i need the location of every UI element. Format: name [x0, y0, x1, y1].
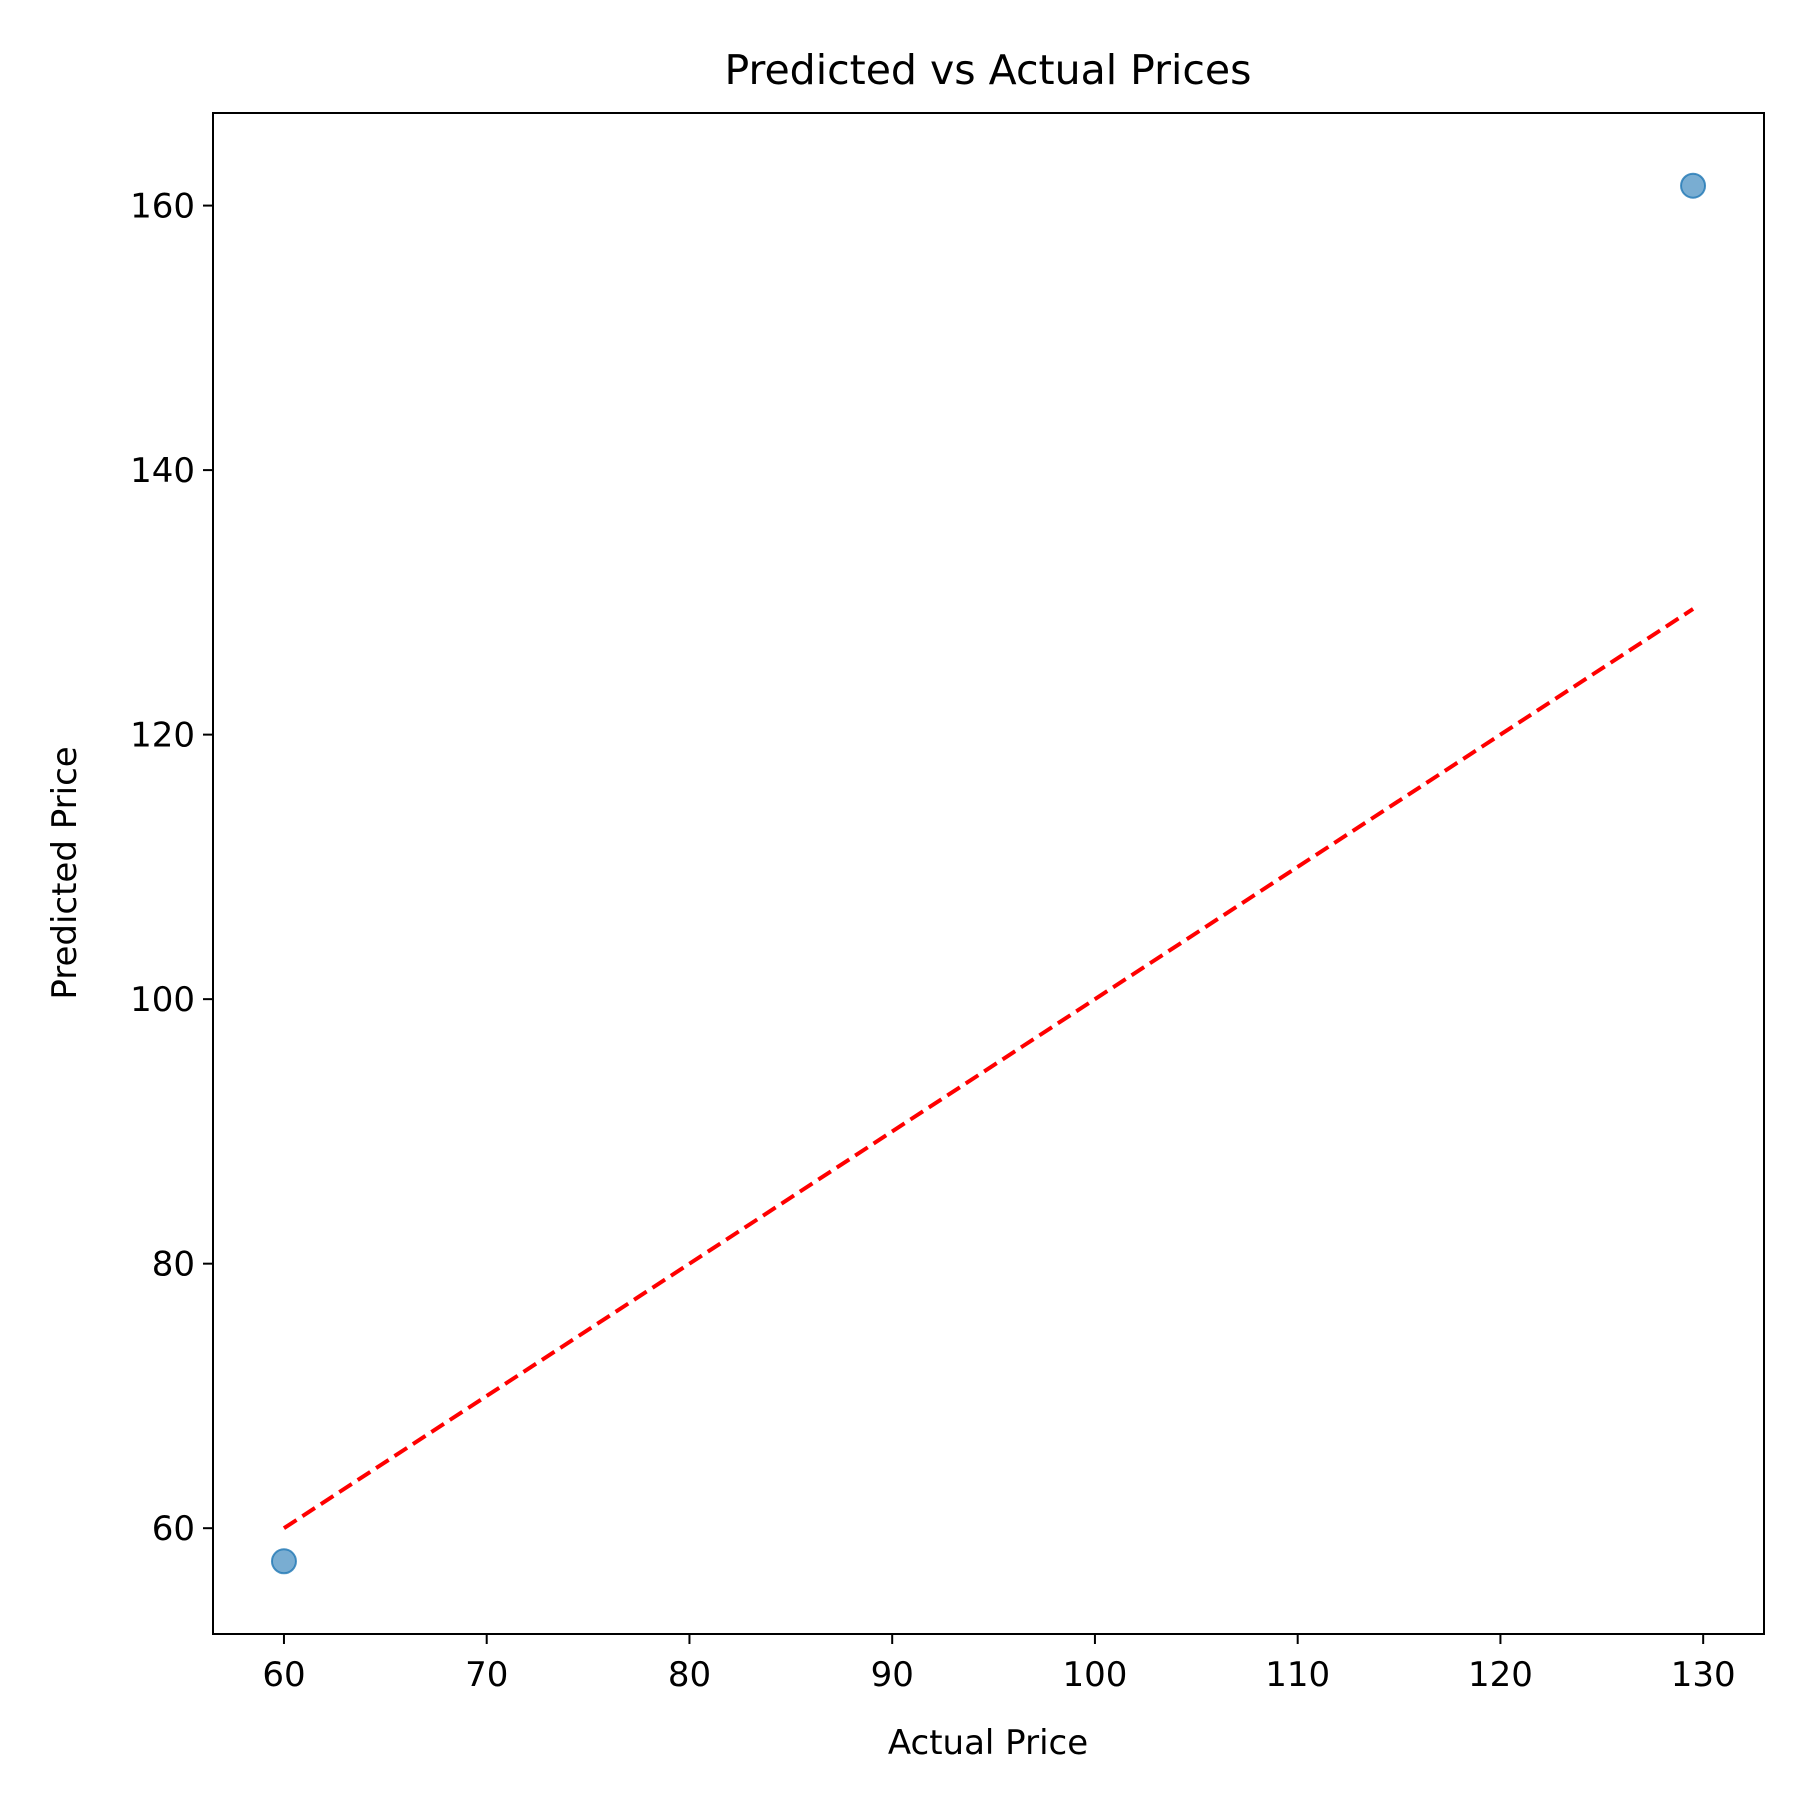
- reference-line-group: [282, 607, 1695, 1530]
- y-tick-label: 80: [152, 1245, 195, 1285]
- x-tick-label: 100: [1062, 1655, 1127, 1695]
- y-tick-label: 60: [152, 1509, 195, 1549]
- scatter-point: [270, 1548, 297, 1575]
- plot-area: [213, 113, 1764, 1634]
- x-axis-ticks: 60 70 80 90 100 110 120 130: [262, 1634, 1736, 1695]
- x-tick-label: 70: [465, 1655, 508, 1695]
- reference-line: [282, 607, 1695, 1530]
- x-tick-label: 130: [1671, 1655, 1736, 1695]
- y-tick-label: 160: [130, 187, 195, 227]
- y-tick-label: 140: [130, 451, 195, 491]
- y-tick-label: 120: [130, 716, 195, 756]
- chart-title: Predicted vs Actual Prices: [724, 46, 1251, 94]
- axes-background: [213, 113, 1764, 1634]
- scatter-points: [270, 172, 1707, 1575]
- axes-frame: [212, 112, 1765, 1635]
- x-axis-title: Actual Price: [888, 1723, 1088, 1763]
- x-tick-label: 80: [668, 1655, 711, 1695]
- x-tick-label: 90: [871, 1655, 914, 1695]
- scatter-point: [1680, 172, 1707, 199]
- x-tick-label: 120: [1468, 1655, 1533, 1695]
- y-axis-title: Predicted Price: [45, 746, 85, 999]
- x-tick-label: 60: [262, 1655, 305, 1695]
- y-axis-ticks: 60 80 100 120 140 160: [130, 187, 213, 1549]
- x-tick-label: 110: [1265, 1655, 1330, 1695]
- y-tick-label: 100: [130, 980, 195, 1020]
